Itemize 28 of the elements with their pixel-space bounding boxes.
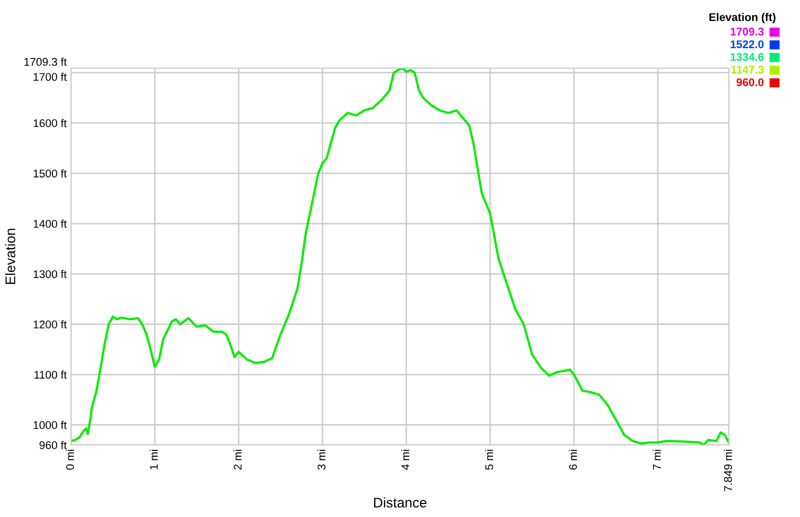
color-bar-label: 960.0 xyxy=(736,78,764,86)
color-bar-label: 1709.3 xyxy=(730,28,764,36)
y-tick-label: 1600 ft xyxy=(34,118,67,128)
y-tick-label: 1500 ft xyxy=(34,169,67,178)
y-tick-label: 960 ft xyxy=(40,440,67,450)
y-tick-label: 1400 ft xyxy=(34,220,67,228)
x-tick-label: 0 mi xyxy=(66,450,74,470)
y-tick-label: 1100 ft xyxy=(34,370,67,379)
x-tick-label: 2 mi xyxy=(233,450,242,470)
x-tick-label: 7 mi xyxy=(652,450,661,470)
x-axis-title: Distance xyxy=(374,497,426,508)
color-bar-label: 1522.0 xyxy=(730,40,764,48)
x-tick-label: 1 mi xyxy=(150,450,158,470)
x-tick-label: 4 mi xyxy=(401,450,410,470)
color-bar-label: 1334.6 xyxy=(730,53,764,61)
x-tick-label: 3 mi xyxy=(317,450,326,470)
y-tick-label: 1200 ft xyxy=(34,320,67,328)
color-bar-label: 1147.3 xyxy=(731,66,764,74)
x-tick-label: 7.849 mi xyxy=(724,450,732,492)
x-tick-label: 5 mi xyxy=(484,450,494,470)
y-tick-label: 1000 ft xyxy=(34,420,67,430)
y-axis-title: Elevation xyxy=(5,228,16,284)
color-bar-title: Elevation (ft) xyxy=(709,12,776,24)
line-series xyxy=(71,68,729,445)
y-tick-label: 1700 ft xyxy=(34,72,67,81)
x-tick-label: 6 mi xyxy=(568,450,577,470)
y-tick-label: 1300 ft xyxy=(34,270,67,278)
y-tick-label: 1709.3 ft xyxy=(24,58,67,66)
